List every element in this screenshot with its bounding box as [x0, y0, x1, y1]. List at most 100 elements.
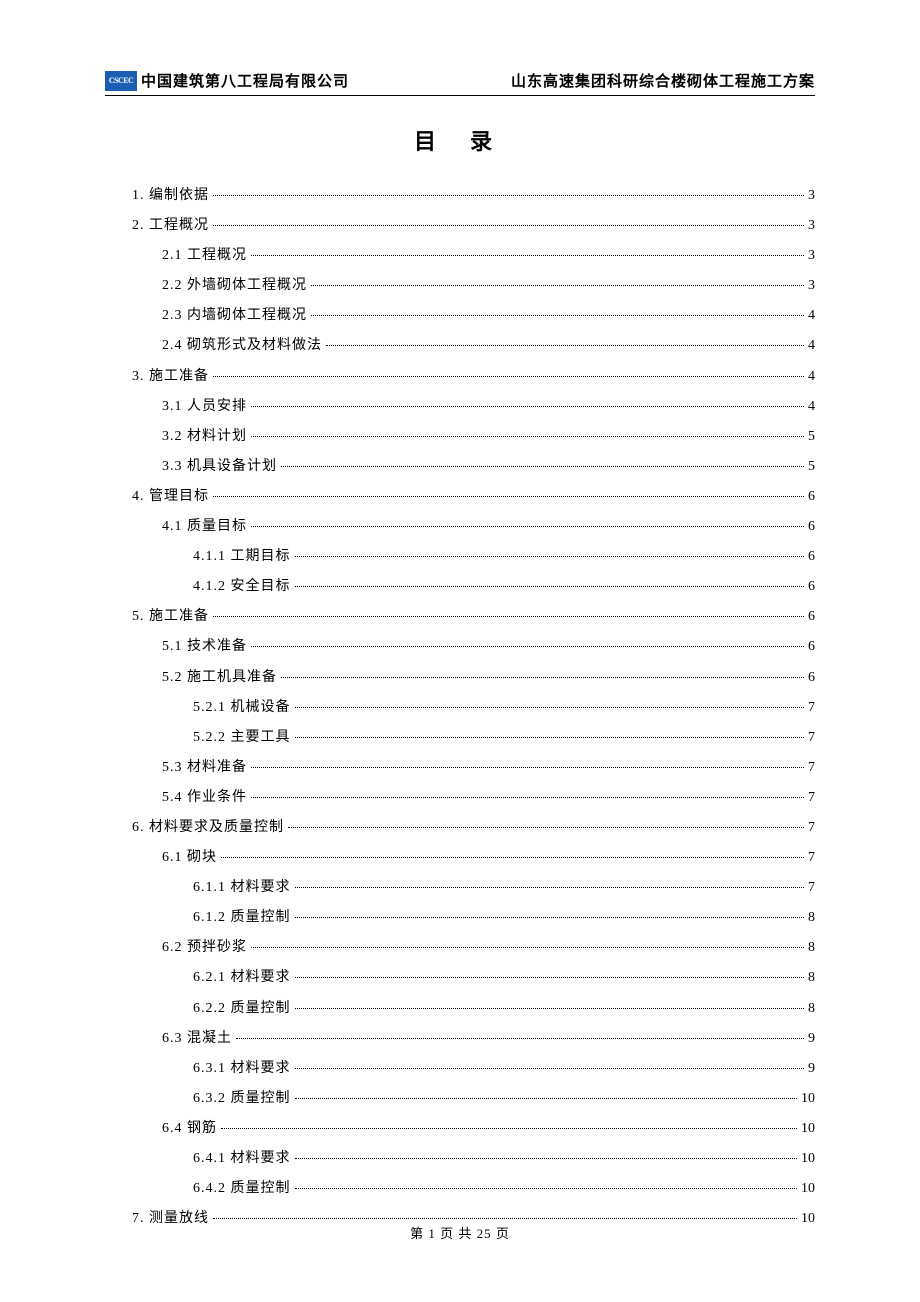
toc-label: 6.3.1 材料要求: [193, 1059, 291, 1079]
project-name: 山东高速集团科研综合楼砌体工程施工方案: [511, 70, 815, 91]
toc-label: 6.3 混凝土: [162, 1029, 232, 1049]
toc-label: 6.1.2 质量控制: [193, 908, 291, 928]
toc-page-number: 8: [808, 999, 815, 1019]
toc-leader-dots: [295, 1068, 805, 1069]
toc-leader-dots: [295, 707, 805, 708]
toc-item: 4.1.1 工期目标 6: [105, 547, 815, 567]
toc-item: 5. 施工准备6: [105, 607, 815, 627]
toc-label: 5.4 作业条件: [162, 788, 247, 808]
toc-item: 3.3 机具设备计划 5: [105, 457, 815, 477]
page-container: CSCEC 中国建筑第八工程局有限公司 山东高速集团科研综合楼砌体工程施工方案 …: [0, 0, 920, 1302]
toc-page-number: 6: [808, 547, 815, 567]
toc-page-number: 10: [801, 1119, 815, 1139]
toc-label: 3.3 机具设备计划: [162, 457, 277, 477]
toc-item: 5.2.1 机械设备 7: [105, 698, 815, 718]
toc-item: 3.1 人员安排4: [105, 397, 815, 417]
toc-page-number: 9: [808, 1059, 815, 1079]
toc-page-number: 8: [808, 908, 815, 928]
toc-item: 6.3 混凝土9: [105, 1029, 815, 1049]
toc-item: 2.3 内墙砌体工程概况 4: [105, 306, 815, 326]
toc-label: 6.4.2 质量控制: [193, 1179, 291, 1199]
toc-leader-dots: [295, 556, 805, 557]
toc-page-number: 7: [808, 698, 815, 718]
page-number-label: 第 1 页 共 25 页: [410, 1226, 510, 1241]
toc-label: 6.1 砌块: [162, 848, 217, 868]
toc-label: 4.1.1 工期目标: [193, 547, 291, 567]
company-logo: CSCEC: [105, 71, 137, 91]
toc-label: 5.2 施工机具准备: [162, 668, 277, 688]
toc-label: 6.3.2 质量控制: [193, 1089, 291, 1109]
toc-item: 3. 施工准备4: [105, 367, 815, 387]
toc-label: 5.2.2 主要工具: [193, 728, 291, 748]
toc-leader-dots: [251, 406, 804, 407]
toc-label: 4. 管理目标: [132, 487, 209, 507]
toc-leader-dots: [295, 1098, 798, 1099]
toc-page-number: 4: [808, 336, 815, 356]
toc-leader-dots: [295, 1188, 798, 1189]
toc-page-number: 5: [808, 427, 815, 447]
toc-leader-dots: [236, 1038, 804, 1039]
toc-leader-dots: [221, 857, 804, 858]
toc-label: 3.1 人员安排: [162, 397, 247, 417]
toc-item: 6.1.2 质量控制 8: [105, 908, 815, 928]
toc-leader-dots: [295, 887, 805, 888]
toc-item: 5.3 材料准备 7: [105, 758, 815, 778]
toc-item: 2.2 外墙砌体工程概况3: [105, 276, 815, 296]
toc-leader-dots: [213, 616, 804, 617]
toc-page-number: 7: [808, 728, 815, 748]
toc-leader-dots: [295, 586, 805, 587]
toc-label: 3. 施工准备: [132, 367, 209, 387]
toc-page-number: 7: [808, 848, 815, 868]
toc-label: 5.2.1 机械设备: [193, 698, 291, 718]
page-header: CSCEC 中国建筑第八工程局有限公司 山东高速集团科研综合楼砌体工程施工方案: [105, 70, 815, 96]
toc-label: 2.2 外墙砌体工程概况: [162, 276, 307, 296]
header-left: CSCEC 中国建筑第八工程局有限公司: [105, 70, 349, 91]
toc-page-number: 6: [808, 487, 815, 507]
page-title: 目 录: [105, 124, 815, 156]
toc-leader-dots: [288, 827, 804, 828]
toc-item: 6.2.2 质量控制8: [105, 999, 815, 1019]
toc-leader-dots: [295, 977, 805, 978]
toc-page-number: 5: [808, 457, 815, 477]
toc-label: 3.2 材料计划: [162, 427, 247, 447]
toc-leader-dots: [221, 1128, 797, 1129]
toc-label: 2. 工程概况: [132, 216, 209, 236]
toc-leader-dots: [295, 737, 805, 738]
toc-page-number: 10: [801, 1089, 815, 1109]
toc-page-number: 7: [808, 878, 815, 898]
table-of-contents: 1. 编制依据32. 工程概况32.1 工程概况32.2 外墙砌体工程概况32.…: [105, 186, 815, 1229]
toc-label: 5. 施工准备: [132, 607, 209, 627]
toc-page-number: 8: [808, 938, 815, 958]
toc-page-number: 4: [808, 306, 815, 326]
toc-item: 6.1.1 材料要求 7: [105, 878, 815, 898]
toc-page-number: 7: [808, 788, 815, 808]
toc-leader-dots: [251, 436, 804, 437]
toc-page-number: 3: [808, 186, 815, 206]
toc-leader-dots: [213, 195, 804, 196]
toc-page-number: 10: [801, 1149, 815, 1169]
toc-item: 4. 管理目标 6: [105, 487, 815, 507]
toc-leader-dots: [295, 917, 805, 918]
toc-label: 6.1.1 材料要求: [193, 878, 291, 898]
toc-page-number: 7: [808, 758, 815, 778]
toc-leader-dots: [281, 677, 804, 678]
toc-leader-dots: [251, 767, 804, 768]
toc-label: 2.3 内墙砌体工程概况: [162, 306, 307, 326]
toc-item: 3.2 材料计划 5: [105, 427, 815, 447]
toc-item: 6.2 预拌砂浆8: [105, 938, 815, 958]
toc-label: 2.4 砌筑形式及材料做法: [162, 336, 322, 356]
toc-leader-dots: [213, 376, 804, 377]
toc-page-number: 7: [808, 818, 815, 838]
toc-label: 1. 编制依据: [132, 186, 209, 206]
toc-page-number: 3: [808, 246, 815, 266]
toc-item: 4.1.2 安全目标6: [105, 577, 815, 597]
toc-label: 6.4.1 材料要求: [193, 1149, 291, 1169]
toc-page-number: 6: [808, 577, 815, 597]
toc-item: 5.2.2 主要工具 7: [105, 728, 815, 748]
company-name: 中国建筑第八工程局有限公司: [141, 70, 349, 91]
toc-leader-dots: [295, 1158, 798, 1159]
toc-label: 5.3 材料准备: [162, 758, 247, 778]
toc-item: 6.4.1 材料要求 10: [105, 1149, 815, 1169]
toc-item: 1. 编制依据 3: [105, 186, 815, 206]
toc-item: 6.2.1 材料要求8: [105, 968, 815, 988]
